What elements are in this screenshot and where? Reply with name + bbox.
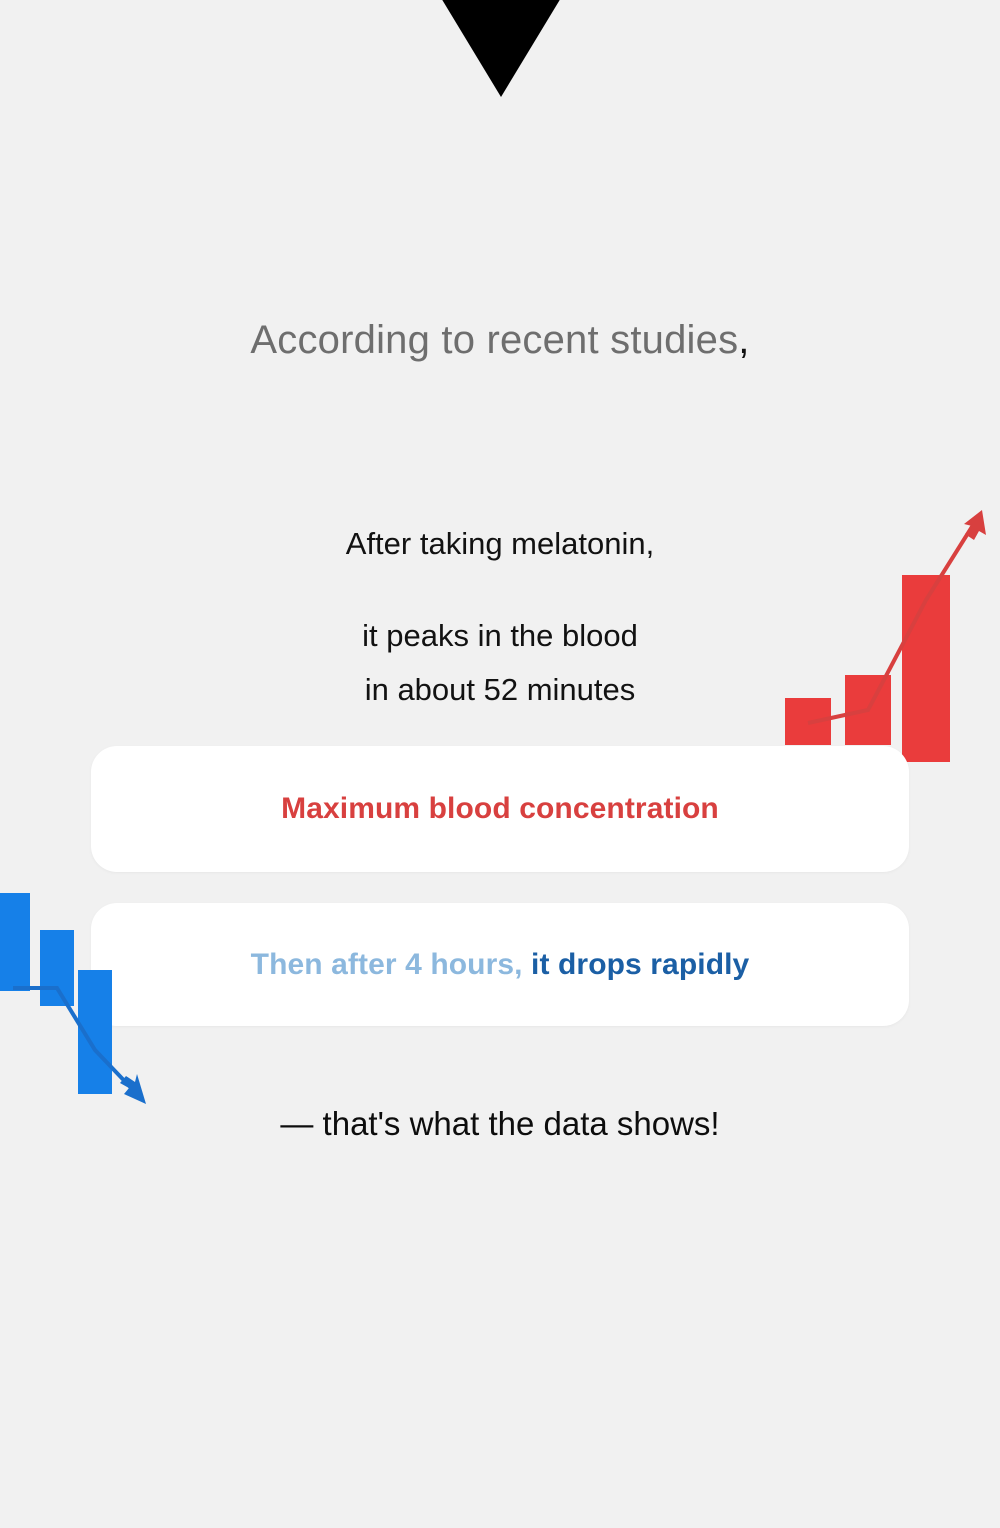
rising-bar-3 — [902, 575, 950, 762]
rising-bar-chart — [785, 510, 986, 762]
falling-bar-1 — [0, 893, 30, 991]
page-title-text: According to recent studies — [250, 318, 739, 362]
callout-card-max-concentration[interactable]: Maximum blood concentration — [91, 746, 909, 872]
falling-bar-2 — [40, 930, 74, 1006]
down-arrow-icon — [120, 1074, 146, 1104]
callout-card-rapid-drop[interactable]: Then after 4 hours, it drops rapidly — [91, 903, 909, 1026]
body-line-1: After taking melatonin, — [345, 526, 655, 561]
callout-card-rapid-drop-label: Then after 4 hours, it drops rapidly — [251, 948, 750, 982]
down-triangle-icon — [406, 0, 596, 97]
page-title: According to recent studies, — [0, 311, 1000, 369]
callout-emphasis-text: it drops rapidly — [522, 947, 750, 981]
callout-lead-text: Then after 4 hours, — [250, 947, 523, 981]
falling-trend-line — [13, 986, 138, 1095]
closing-line: — that's what the data shows! — [280, 1105, 720, 1142]
callout-card-max-concentration-label: Maximum blood concentration — [281, 792, 719, 825]
falling-bar-chart — [0, 893, 146, 1104]
body-lines-2-3: it peaks in the blood in about 52 minutes — [0, 609, 1000, 717]
rising-trend-line — [807, 520, 977, 725]
body-line-3: in about 52 minutes — [364, 672, 636, 707]
page-title-punctuation: , — [738, 318, 750, 362]
body-line-2: it peaks in the blood — [362, 618, 638, 653]
up-arrow-icon — [964, 510, 986, 540]
